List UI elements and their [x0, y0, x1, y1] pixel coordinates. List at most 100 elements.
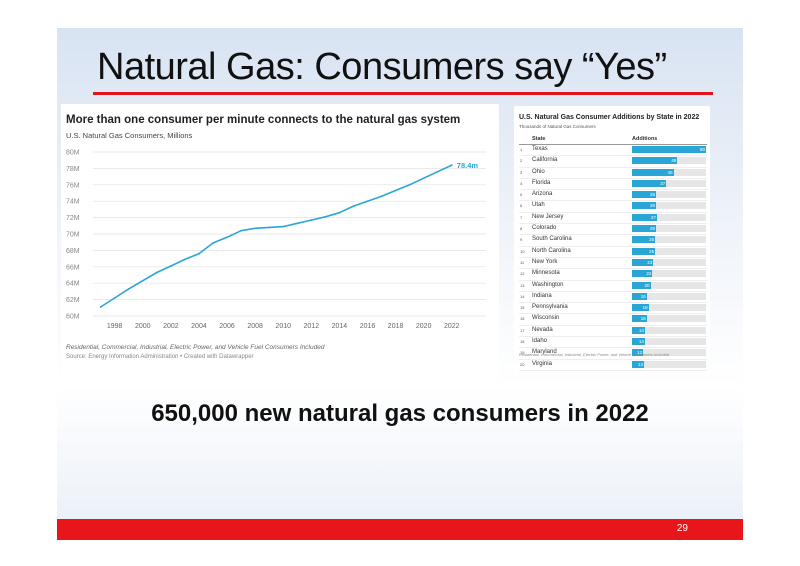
state-label: South Carolina [532, 236, 572, 243]
bar-track: 45 [632, 168, 706, 176]
bar: 49 [632, 157, 678, 165]
bar-track: 14 [632, 338, 706, 346]
bar: 25 [632, 236, 656, 244]
bar-value-label: 16 [640, 316, 646, 322]
bar-track: 26 [632, 225, 706, 233]
x-tick-label: 2012 [304, 323, 320, 330]
bar-value-label: 26 [650, 203, 656, 209]
data-point [268, 226, 271, 229]
data-point [99, 306, 102, 308]
bar-track: 12 [632, 349, 706, 357]
bar-track: 26 [632, 202, 706, 210]
rank-label: 13 [520, 282, 525, 288]
data-point [324, 215, 327, 218]
bar-chart-note: Residential, Commercial, Industrial, Ele… [519, 352, 670, 357]
bar: 27 [632, 213, 657, 221]
bar-value-label: 45 [667, 169, 673, 175]
data-point [183, 258, 186, 261]
line-chart: 60M 62M 64M 66M 68M 70M 72M 74M 76M 78M 80M 1998 200… [66, 150, 486, 330]
y-tick-label: 70M [66, 232, 80, 239]
state-label: Utah [532, 202, 545, 209]
data-point [450, 164, 453, 167]
data-point [113, 297, 116, 299]
table-header: State Additions [519, 135, 707, 145]
bar-chart-table: State Additions 1 Texas 80 2 California 49 3 Oh… [519, 135, 707, 371]
state-label: Ohio [532, 168, 545, 175]
rank-label: 6 [520, 203, 523, 209]
rank-label: 20 [520, 361, 525, 367]
bar-track: 23 [632, 258, 706, 266]
bar-value-label: 26 [650, 192, 656, 198]
table-row: 11 New York 23 [519, 258, 707, 270]
state-label: New York [532, 258, 558, 265]
rank-label: 12 [520, 271, 525, 277]
bar: 12 [632, 349, 644, 357]
bar: 25 [632, 247, 656, 255]
data-point [212, 242, 214, 244]
bar-value-label: 49 [671, 158, 677, 164]
state-label: Pennsylvania [532, 304, 568, 311]
rank-label: 15 [520, 305, 525, 311]
y-tick-label: 78M [66, 166, 80, 173]
table-row: 2 California 49 [519, 156, 707, 168]
bar-value-label: 26 [650, 226, 656, 232]
rank-label: 16 [520, 316, 525, 322]
state-label: North Carolina [532, 247, 571, 254]
table-row: 5 Arizona 26 [519, 190, 707, 202]
data-point [422, 177, 425, 180]
data-point [296, 222, 299, 225]
state-label: California [532, 157, 558, 164]
data-point [394, 189, 397, 192]
x-tick-label: 2006 [219, 323, 235, 330]
table-row: 20 Virginia 13 [519, 360, 707, 371]
line-chart-source: Source: Energy Information Administratio… [66, 354, 254, 360]
y-tick-label: 66M [66, 264, 80, 271]
bar-track: 20 [632, 281, 706, 289]
data-point [366, 200, 369, 203]
bar: 18 [632, 304, 649, 312]
y-tick-label: 72M [66, 215, 80, 222]
bar-track: 27 [632, 213, 706, 221]
bar-track: 22 [632, 270, 706, 278]
bar-track: 14 [632, 326, 706, 334]
table-row: 7 New Jersey 27 [519, 213, 707, 225]
data-point [155, 271, 158, 274]
bar-track: 16 [632, 315, 706, 323]
bar: 14 [632, 338, 645, 346]
table-row: 8 Colorado 26 [519, 224, 707, 236]
y-tick-label: 74M [66, 199, 80, 206]
bar-chart-subtitle: Thousands of Natural Gas Consumers [519, 124, 596, 129]
table-row: 19 Maryland 12 [519, 348, 707, 360]
rank-label: 14 [520, 293, 525, 299]
rank-label: 2 [520, 158, 523, 164]
table-row: 3 Ohio 45 [519, 168, 707, 179]
bar-value-label: 16 [640, 293, 646, 299]
footer-bar: 29 [57, 519, 743, 540]
table-row: 15 Pennsylvania 18 [519, 303, 707, 315]
line-chart-card: More than one consumer per minute connec… [61, 104, 499, 378]
slide: Natural Gas: Consumers say “Yes” More th… [57, 28, 743, 540]
bar-value-label: 23 [647, 259, 653, 265]
rank-label: 18 [520, 339, 525, 345]
table-row: 6 Utah 26 [519, 201, 707, 213]
rank-label: 10 [520, 248, 525, 254]
y-tick-label: 60M [66, 314, 80, 321]
title-underline [93, 92, 713, 95]
bar: 26 [632, 225, 657, 233]
table-row: 16 Wisconsin 16 [519, 314, 707, 326]
state-label: Indiana [532, 292, 552, 299]
data-point [436, 170, 439, 173]
state-label: Florida [532, 179, 551, 186]
page-number: 29 [676, 523, 688, 534]
state-label: New Jersey [532, 213, 564, 220]
y-tick-label: 80M [66, 150, 80, 157]
data-point [141, 279, 144, 282]
x-tick-label: 2000 [135, 323, 151, 330]
bar-value-label: 18 [642, 305, 648, 311]
state-label: Nevada [532, 326, 553, 333]
rank-label: 4 [520, 180, 523, 186]
bar-track: 80 [632, 146, 706, 153]
data-point [310, 219, 313, 221]
bar: 45 [632, 168, 674, 176]
rank-label: 5 [520, 192, 523, 198]
